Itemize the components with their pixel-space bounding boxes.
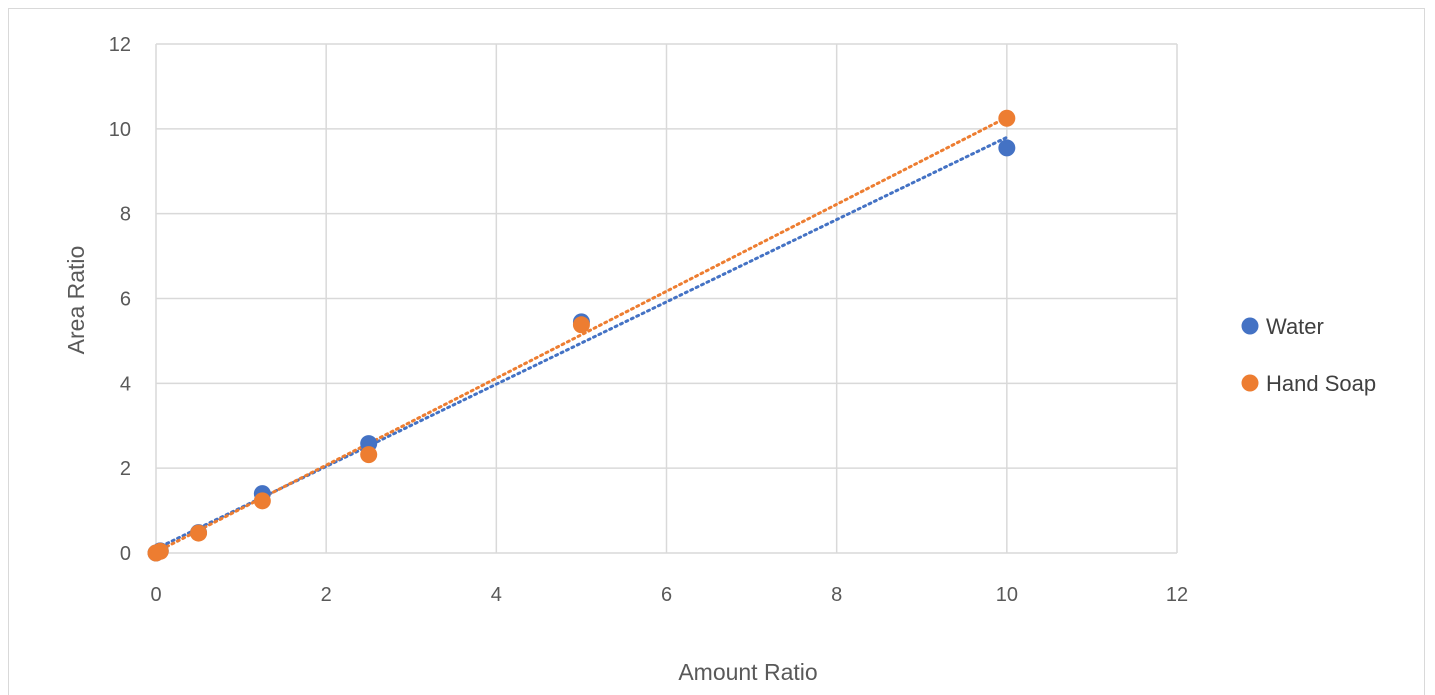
y-tick-label: 8: [120, 204, 131, 226]
data-point-hand-soap: [360, 446, 378, 464]
y-tick-labels: 0 2 4 6 8 10 12: [109, 34, 131, 565]
chart-frame: [8, 8, 1425, 695]
legend: Water Hand Soap: [1241, 314, 1376, 396]
x-tick-labels: 0 2 4 6 8 10 12: [150, 584, 1188, 606]
trendline-hand-soap: [154, 115, 1009, 554]
data-points: [147, 109, 1016, 562]
y-tick-label: 2: [120, 458, 131, 480]
data-point-water: [998, 139, 1016, 157]
y-tick-label: 10: [109, 119, 131, 141]
x-tick-label: 2: [321, 584, 332, 606]
data-point-hand-soap: [151, 542, 169, 560]
y-tick-label: 12: [109, 34, 131, 56]
legend-marker: [1241, 317, 1259, 335]
y-tick-label: 6: [120, 289, 131, 311]
x-tick-label: 0: [150, 584, 161, 606]
x-tick-label: 12: [1166, 584, 1188, 606]
legend-marker: [1241, 374, 1259, 392]
y-tick-label: 0: [120, 543, 131, 565]
y-axis-title: Area Ratio: [63, 246, 89, 355]
trendlines: [154, 115, 1009, 554]
x-tick-label: 10: [996, 584, 1018, 606]
x-tick-label: 6: [661, 584, 672, 606]
x-tick-label: 8: [831, 584, 842, 606]
legend-label: Hand Soap: [1266, 371, 1376, 396]
y-tick-label: 4: [120, 373, 131, 395]
data-point-hand-soap: [253, 492, 271, 510]
data-point-hand-soap: [190, 524, 208, 542]
x-tick-label: 4: [491, 584, 502, 606]
data-point-hand-soap: [998, 109, 1016, 127]
x-axis-title: Amount Ratio: [678, 659, 817, 685]
legend-label: Water: [1266, 314, 1324, 339]
grid-lines: [155, 43, 1178, 554]
data-point-hand-soap: [572, 316, 590, 334]
